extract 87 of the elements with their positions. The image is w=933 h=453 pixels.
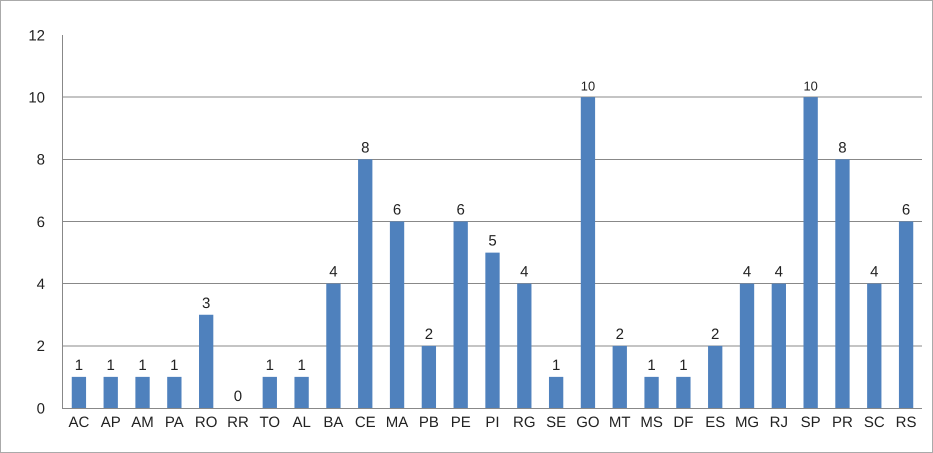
bar (517, 284, 532, 408)
data-label: 0 (234, 388, 242, 405)
data-label: 1 (170, 356, 179, 374)
x-tick-label: BA (323, 414, 344, 431)
bar (867, 284, 882, 408)
data-label: 2 (424, 326, 434, 343)
bar (740, 284, 754, 408)
y-tick-label: 4 (36, 276, 45, 293)
x-tick-label: SP (800, 414, 821, 431)
x-tick-label: ES (705, 414, 726, 431)
x-tick-label: DF (673, 414, 694, 431)
data-label: 10 (803, 78, 818, 94)
x-tick-label: PR (832, 414, 854, 431)
x-tick-label: AC (68, 414, 90, 431)
data-label: 8 (361, 139, 370, 156)
data-label: 1 (679, 356, 688, 374)
bar (898, 222, 914, 408)
x-tick-label: RJ (770, 414, 788, 431)
data-label: 2 (711, 326, 720, 343)
data-label: 6 (902, 202, 910, 218)
x-tick-label: MS (640, 414, 663, 431)
data-label: 8 (838, 139, 847, 156)
bar (835, 159, 850, 408)
x-tick-label: TO (260, 414, 280, 431)
data-label: 4 (870, 264, 878, 281)
x-tick-label: RO (194, 414, 218, 431)
bar (422, 346, 436, 408)
bar (612, 346, 627, 408)
bar (644, 376, 659, 408)
bar (326, 284, 341, 408)
data-label: 2 (616, 326, 624, 343)
bar (167, 376, 182, 408)
data-label: 1 (106, 356, 115, 374)
y-tick-label: 10 (28, 89, 45, 106)
x-tick-label: AM (131, 414, 154, 431)
x-tick-label: PA (164, 414, 184, 431)
data-label: 4 (329, 264, 338, 281)
data-label: 4 (742, 264, 752, 281)
y-tick-label: 8 (36, 152, 45, 169)
bar (390, 222, 404, 408)
data-label: 1 (647, 356, 656, 374)
bar (676, 376, 691, 408)
y-tick-label: 2 (36, 338, 45, 356)
x-tick-label: GO (576, 414, 600, 431)
x-tick-label: MT (608, 414, 631, 431)
x-tick-label: PB (418, 414, 439, 431)
bar (135, 376, 150, 408)
data-label: 1 (297, 356, 306, 374)
data-label: 3 (202, 294, 210, 312)
data-label: 4 (520, 264, 528, 281)
data-label: 1 (138, 356, 147, 374)
x-tick-label: AL (292, 414, 311, 431)
x-tick-label: RS (896, 414, 917, 431)
bar (199, 314, 214, 408)
data-label: 1 (74, 356, 84, 374)
data-label: 6 (392, 202, 402, 218)
y-tick-label: 12 (28, 27, 45, 44)
x-tick-label: MG (734, 414, 760, 431)
bar (72, 376, 86, 408)
bar (294, 376, 309, 408)
data-label: 6 (456, 202, 465, 218)
bar (548, 376, 564, 408)
bar (454, 222, 468, 408)
data-label: 4 (774, 264, 784, 281)
x-tick-label: PE (450, 414, 471, 431)
bar (708, 346, 722, 408)
x-tick-label: CE (354, 414, 376, 431)
data-label: 1 (266, 356, 274, 374)
x-tick-label: AP (100, 414, 121, 431)
x-tick-label: RR (227, 414, 249, 431)
bar (104, 376, 118, 408)
bar (358, 159, 372, 408)
y-tick-label: 6 (36, 214, 45, 231)
bar (772, 284, 786, 408)
bar (803, 97, 818, 408)
x-tick-label: PI (485, 414, 500, 431)
x-tick-label: RG (513, 414, 536, 431)
bar (580, 97, 596, 408)
bar (485, 252, 500, 408)
bar (262, 376, 277, 408)
y-tick-label: 0 (36, 400, 45, 418)
x-tick-label: MA (386, 414, 408, 431)
x-tick-label: SC (864, 414, 885, 431)
x-tick-label: SE (546, 414, 566, 431)
data-label: 10 (580, 78, 596, 94)
data-label: 1 (552, 356, 560, 374)
data-label: 5 (488, 232, 497, 250)
